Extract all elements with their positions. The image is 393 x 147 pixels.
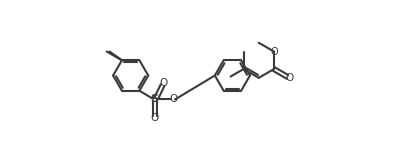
Text: O: O (169, 95, 177, 105)
Text: O: O (160, 78, 168, 88)
Text: S: S (151, 95, 159, 105)
Text: O: O (270, 46, 278, 56)
Text: O: O (286, 73, 294, 83)
Text: O: O (151, 113, 159, 123)
